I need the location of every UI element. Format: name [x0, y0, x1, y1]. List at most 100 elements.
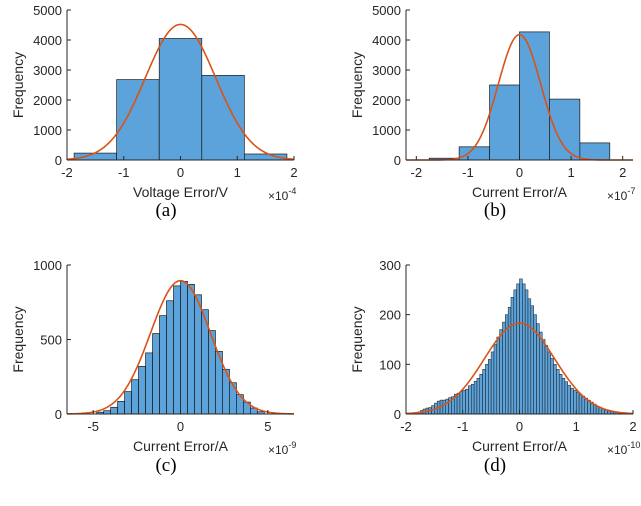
histogram-bar — [522, 283, 526, 415]
x-tick-label: 0 — [177, 165, 184, 180]
histogram-bar — [547, 351, 551, 415]
histogram-bar — [581, 395, 586, 415]
chart-panel-c: -5 0 5 0 500 1000 Current Error/A Frequency ×10-… — [10, 258, 296, 476]
exponent-power: -9 — [288, 440, 296, 450]
y-tick-label: 0 — [55, 407, 62, 422]
y-tick-label: 2000 — [372, 93, 401, 108]
y-tick-label: 500 — [40, 333, 62, 348]
x-axis-exponent: ×10-4 — [268, 186, 296, 203]
y-tick-label: 5000 — [372, 3, 401, 18]
histogram-bar — [465, 388, 469, 415]
x-tick-label: 2 — [629, 419, 636, 434]
y-tick-label: 3000 — [372, 63, 401, 78]
y-tick-label: 4000 — [372, 33, 401, 48]
x-tick-label: -1 — [462, 165, 474, 180]
x-tick-label: -2 — [411, 165, 423, 180]
histogram-bar — [194, 294, 202, 415]
x-axis-exponent: ×10-9 — [268, 440, 296, 457]
normal-fit-curve — [405, 322, 634, 415]
histogram-bar — [473, 380, 478, 415]
normal-fit-curve — [66, 279, 295, 415]
x-axis-exponent: ×10-10 — [607, 440, 640, 457]
exponent-power: -7 — [627, 186, 635, 196]
histogram-bar — [513, 289, 517, 415]
y-tick-label: 0 — [394, 153, 401, 168]
histogram-bar — [116, 79, 160, 161]
y-tick-label: 5000 — [33, 3, 62, 18]
x-axis-label: Current Error/A — [472, 184, 568, 200]
x-tick-label: 0 — [516, 419, 523, 434]
histogram-bar — [561, 377, 566, 415]
histogram-bar — [166, 300, 174, 415]
histogram-bar — [553, 364, 557, 415]
histogram-bar — [519, 31, 550, 161]
histogram-bar — [578, 393, 583, 415]
histogram-bar — [110, 406, 118, 415]
histogram-bar — [458, 146, 490, 161]
x-axis-label: Current Error/A — [133, 438, 229, 454]
y-tick-label: 4000 — [33, 33, 62, 48]
histogram-bar — [124, 391, 132, 415]
x-axis-label: Voltage Error/V — [133, 184, 229, 200]
histogram-bar — [544, 345, 549, 415]
histogram-bar — [468, 385, 472, 415]
y-tick-label: 200 — [379, 308, 401, 323]
x-axis-exponent: ×10-7 — [607, 186, 635, 203]
y-tick-label: 3000 — [33, 63, 62, 78]
histogram-bar — [476, 377, 481, 415]
histogram-bar — [493, 344, 498, 415]
panel-caption: (d) — [484, 455, 506, 476]
x-tick-label: 1 — [234, 165, 241, 180]
y-tick-label: 2000 — [33, 93, 62, 108]
x-tick-label: 0 — [177, 419, 184, 434]
panel-caption: (a) — [155, 200, 176, 221]
normal-fit-curve — [66, 23, 295, 161]
panel-caption: (c) — [155, 455, 176, 476]
histogram-bar — [496, 336, 500, 415]
histogram-bar — [180, 281, 188, 415]
histogram-bar — [479, 374, 483, 415]
x-tick-label: 2 — [619, 165, 626, 180]
y-tick-label: 0 — [394, 407, 401, 422]
histogram-bar — [445, 398, 449, 415]
histogram-bar — [541, 339, 546, 415]
histogram-bar — [550, 358, 554, 415]
histogram-bar — [442, 399, 446, 415]
chart-panel-a: -2 -1 0 1 2 0 1000 2000 3000 4000 5000 Voltage Erro… — [10, 3, 298, 221]
histogram-bar — [73, 152, 118, 161]
histogram-bar — [152, 333, 160, 415]
histogram-bar — [138, 365, 146, 415]
y-tick-label: 1000 — [33, 123, 62, 138]
histogram-bar — [530, 305, 534, 415]
y-tick-label: 300 — [379, 258, 401, 273]
histogram-bar — [158, 38, 203, 161]
histogram-bar — [502, 321, 506, 415]
histogram-bar — [471, 383, 475, 415]
exponent-base: ×10 — [607, 189, 628, 203]
histogram-bar — [490, 351, 495, 415]
y-tick-label: 0 — [55, 153, 62, 168]
histogram-bar — [579, 142, 611, 161]
histogram-bar — [507, 306, 512, 415]
histogram-bar — [527, 298, 532, 415]
histogram-bar — [145, 352, 153, 415]
x-axis-label: Current Error/A — [472, 438, 568, 454]
x-tick-label: -1 — [457, 419, 469, 434]
x-tick-label: -1 — [118, 165, 130, 180]
y-axis-label: Frequency — [10, 306, 26, 372]
x-tick-label: 1 — [573, 419, 580, 434]
exponent-base: ×10 — [607, 443, 628, 457]
histogram-bar — [556, 369, 560, 415]
histogram-bar — [201, 75, 245, 161]
x-tick-label: -5 — [87, 419, 99, 434]
histogram-bar — [564, 381, 568, 415]
y-tick-label: 100 — [379, 357, 401, 372]
histogram-bar — [159, 315, 167, 415]
histogram-bar — [516, 283, 520, 415]
histogram-bar — [485, 364, 489, 415]
y-axis-label: Frequency — [10, 52, 26, 118]
histogram-bar — [482, 369, 486, 415]
x-tick-label: 5 — [264, 419, 271, 434]
exponent-power: -10 — [627, 440, 640, 450]
